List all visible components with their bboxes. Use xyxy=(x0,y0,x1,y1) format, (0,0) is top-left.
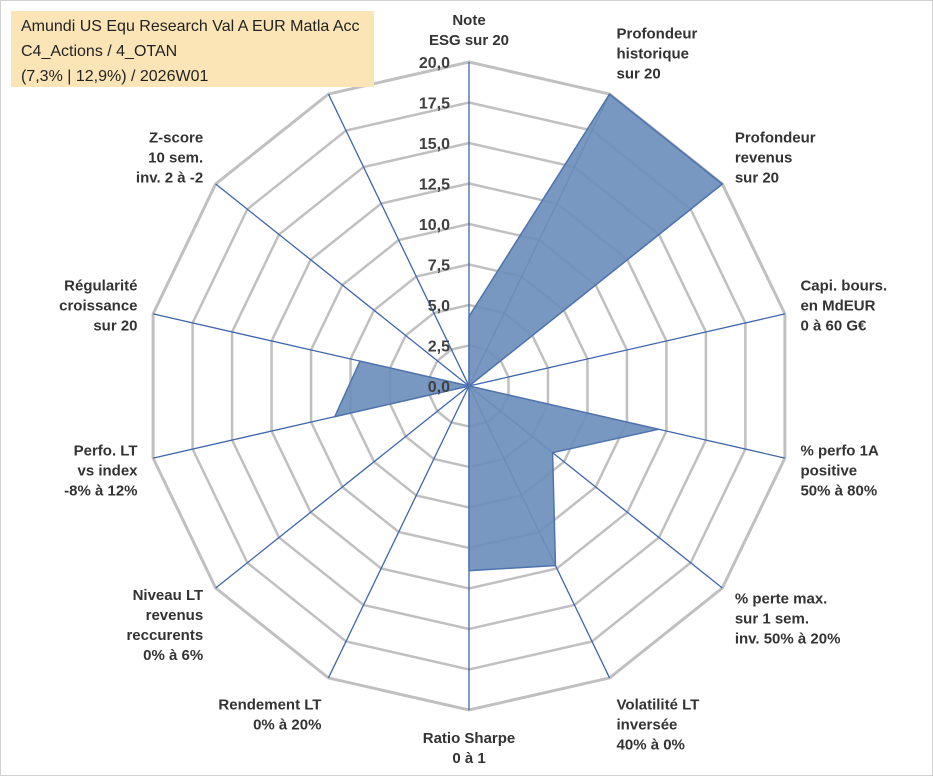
axis-label-line: historique xyxy=(617,46,690,63)
tick-label: 2,5 xyxy=(428,339,450,356)
title-line-stats: (7,3% | 12,9%) / 2026W01 xyxy=(21,68,209,85)
tick-label: 20,0 xyxy=(419,55,450,72)
axis-label-line: inversée xyxy=(617,716,678,733)
series-area xyxy=(333,92,724,572)
axis-label-line: sur 20 xyxy=(617,66,661,83)
axis-label-line: revenus xyxy=(735,149,793,166)
axis-label: % perte max. sur 1 sem. inv. 50% à 20% xyxy=(735,591,841,648)
axis-label-line: Note xyxy=(452,12,485,29)
axis-label-line: 50% à 80% xyxy=(800,482,877,499)
axis-label-line: inv. 50% à 20% xyxy=(735,631,841,648)
axis-spoke xyxy=(215,183,470,387)
axis-label-line: revenus xyxy=(146,607,204,624)
tick-label: 7,5 xyxy=(428,258,450,275)
tick-label: 10,0 xyxy=(419,217,450,234)
title-line-category: C4_Actions / 4_OTAN xyxy=(21,43,178,60)
axis-label-line: Ratio Sharpe xyxy=(423,730,516,747)
axis-label-line: Capi. bours. xyxy=(800,278,887,295)
axis-label-line: -8% à 12% xyxy=(64,482,137,499)
axis-label-line: % perfo 1A xyxy=(800,442,879,459)
axis-label-line: 0 à 60 G€ xyxy=(800,318,867,335)
axis-label-line: Rendement LT xyxy=(218,696,321,713)
axis-label: Ratio Sharpe 0 à 1 xyxy=(423,730,516,767)
tick-label: 17,5 xyxy=(419,96,450,113)
axis-label-line: Profondeur xyxy=(617,26,698,43)
axis-spoke xyxy=(468,313,786,387)
axis-label-line: Profondeur xyxy=(735,129,816,146)
axis-label-line: reccurents xyxy=(126,627,203,644)
axis-label: Volatilité LT inversée 40% à 0% xyxy=(617,696,700,753)
chart-title: Amundi US Equ Research Val A EUR Matla A… xyxy=(11,11,374,87)
axis-label-line: croissance xyxy=(59,298,137,315)
axis-label-line: 40% à 0% xyxy=(617,736,685,753)
axis-label: Z-score 10 sem. inv. 2 à -2 xyxy=(136,129,203,186)
axis-label: Régularité croissance sur 20 xyxy=(59,278,137,335)
axis-label-line: sur 1 sem. xyxy=(735,611,809,628)
axis-label-line: % perte max. xyxy=(735,591,828,608)
axis-label-line: Volatilité LT xyxy=(617,696,700,713)
axis-spoke xyxy=(327,93,470,387)
tick-label: 12,5 xyxy=(419,177,450,194)
tick-label: 5,0 xyxy=(428,298,450,315)
axis-spoke xyxy=(327,385,470,679)
axis-label: Capi. bours. en MdEUR 0 à 60 G€ xyxy=(800,278,887,335)
axis-label-line: Niveau LT xyxy=(133,587,204,604)
axis-label: % perfo 1A positive 50% à 80% xyxy=(800,442,879,499)
axis-label-line: 0 à 1 xyxy=(452,750,485,767)
axis-label-line: Perfo. LT xyxy=(74,442,138,459)
axis-label-line: vs index xyxy=(77,462,138,479)
axis-label: Note ESG sur 20 xyxy=(429,12,509,49)
axis-label-line: en MdEUR xyxy=(800,298,875,315)
tick-label: 0,0 xyxy=(428,379,450,396)
tick-label: 15,0 xyxy=(419,136,450,153)
title-line-fund: Amundi US Equ Research Val A EUR Matla A… xyxy=(21,18,360,35)
axis-label-line: ESG sur 20 xyxy=(429,32,509,49)
axis-label-line: sur 20 xyxy=(93,318,137,335)
axis-label: Profondeur historique sur 20 xyxy=(617,26,698,83)
axis-label: Rendement LT 0% à 20% xyxy=(218,696,321,733)
axis-label: Niveau LT revenus reccurents 0% à 6% xyxy=(126,587,203,664)
axis-label-line: 0% à 6% xyxy=(143,647,203,664)
axis-label-line: Régularité xyxy=(64,278,137,295)
axis-label-line: sur 20 xyxy=(735,169,779,186)
axis-label-line: Z-score xyxy=(149,129,203,146)
axis-spoke xyxy=(215,385,470,589)
axis-label: Perfo. LT vs index -8% à 12% xyxy=(64,442,138,499)
axis-label-line: positive xyxy=(800,462,857,479)
axis-label: Profondeur revenus sur 20 xyxy=(735,129,816,186)
axis-label-line: inv. 2 à -2 xyxy=(136,169,203,186)
axis-label-line: 0% à 20% xyxy=(253,716,321,733)
axis-label-line: 10 sem. xyxy=(148,149,203,166)
